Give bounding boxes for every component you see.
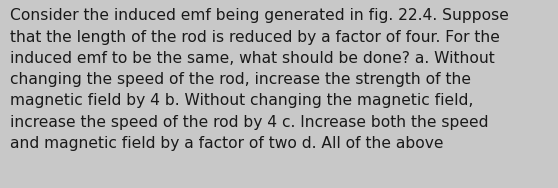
Text: Consider the induced emf being generated in fig. 22.4. Suppose
that the length o: Consider the induced emf being generated… (10, 8, 509, 151)
